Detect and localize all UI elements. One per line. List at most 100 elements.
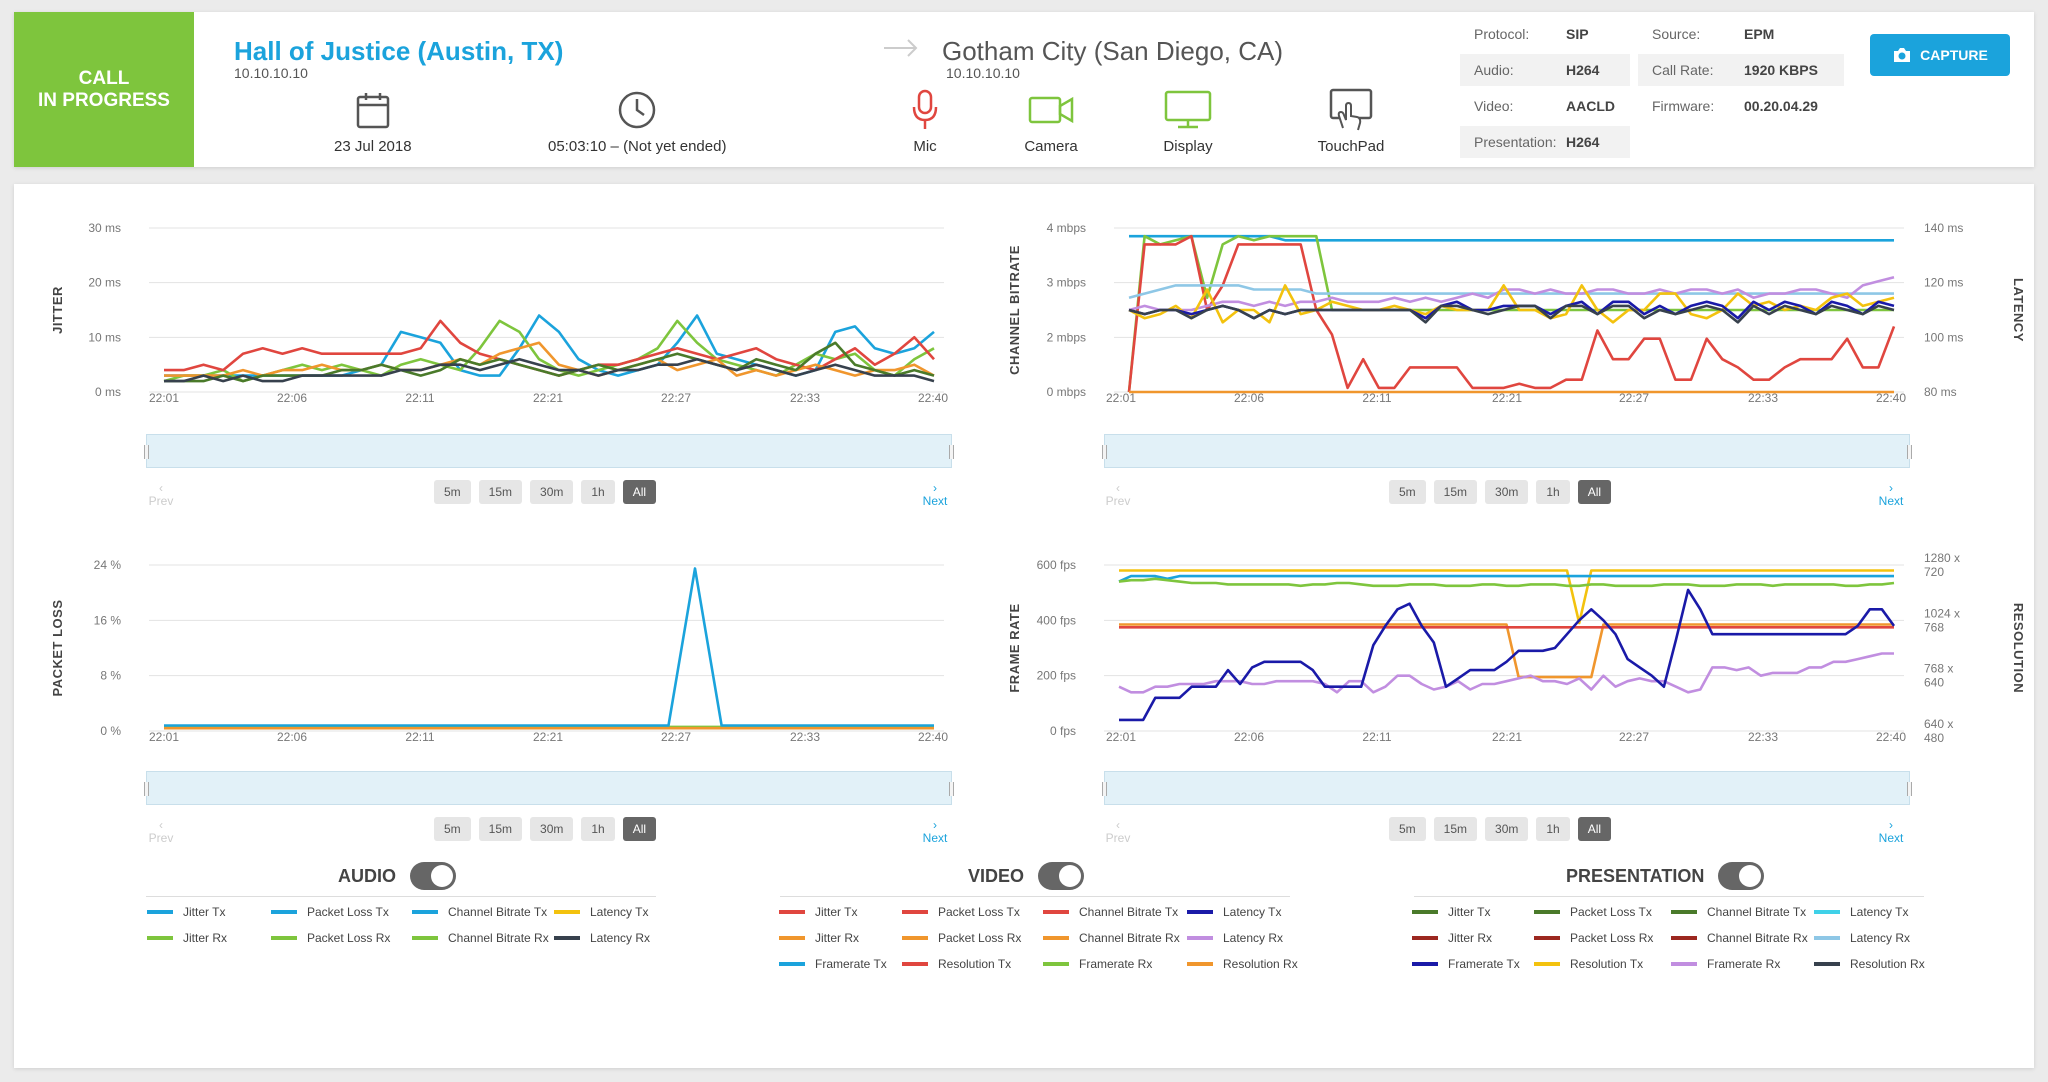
legend-label: Jitter Tx	[1448, 905, 1491, 919]
navigator-handle-left[interactable]	[1102, 782, 1107, 796]
legend-item[interactable]: Jitter Tx	[779, 905, 857, 919]
legend-item[interactable]: Jitter Rx	[147, 931, 227, 945]
x-tick-label: 22:21	[533, 730, 563, 744]
range-button-15m[interactable]: 15m	[478, 480, 523, 504]
range-button-30m[interactable]: 30m	[530, 480, 574, 504]
legend-item[interactable]: Channel Bitrate Rx	[1671, 931, 1808, 945]
prev-button[interactable]: ‹ Prev	[1105, 818, 1131, 845]
range-button-30m[interactable]: 30m	[1485, 817, 1529, 841]
range-button-5m[interactable]: 5m	[434, 817, 471, 841]
range-navigator[interactable]	[144, 434, 954, 468]
legend-item[interactable]: Packet Loss Rx	[902, 931, 1021, 945]
range-button-All[interactable]: All	[622, 817, 657, 841]
legend-item[interactable]: Packet Loss Tx	[1534, 905, 1652, 919]
legend-item[interactable]: Channel Bitrate Tx	[412, 905, 547, 919]
legend-item[interactable]: Resolution Rx	[1814, 957, 1925, 971]
next-button[interactable]: › Next	[1878, 481, 1904, 508]
legend-item[interactable]: Packet Loss Rx	[1534, 931, 1653, 945]
y2-axis-title: RESOLUTION	[2011, 603, 2026, 693]
next-button[interactable]: › Next	[922, 818, 948, 845]
range-button-15m[interactable]: 15m	[478, 817, 523, 841]
camera-icon	[1028, 96, 1074, 124]
range-button-1h[interactable]: 1h	[1536, 480, 1570, 504]
legend-item[interactable]: Latency Tx	[1814, 905, 1908, 919]
navigator-handle-right[interactable]	[949, 445, 954, 459]
device-display[interactable]: Display	[1143, 88, 1233, 155]
navigator-handle-left[interactable]	[144, 782, 149, 796]
presentation-toggle[interactable]	[1718, 862, 1765, 890]
range-button-All[interactable]: All	[1577, 480, 1612, 504]
range-button-1h[interactable]: 1h	[581, 817, 615, 841]
legend-item[interactable]: Framerate Tx	[1412, 957, 1520, 971]
device-label: Mic	[913, 138, 937, 155]
legend-item[interactable]: Resolution Tx	[902, 957, 1011, 971]
legend-item[interactable]: Jitter Rx	[1412, 931, 1492, 945]
info-value: SIP	[1566, 26, 1589, 42]
call-status-badge: CALL IN PROGRESS	[14, 12, 194, 167]
range-button-1h[interactable]: 1h	[581, 480, 615, 504]
y-tick-label: 16 %	[94, 613, 122, 627]
legend-swatch	[1043, 962, 1069, 966]
legend-item[interactable]: Resolution Tx	[1534, 957, 1643, 971]
legend-item[interactable]: Jitter Tx	[1412, 905, 1490, 919]
legend-item[interactable]: Latency Rx	[1187, 931, 1283, 945]
range-navigator[interactable]	[1102, 771, 1912, 805]
navigator-handle-right[interactable]	[1907, 445, 1912, 459]
y-tick-label: 600 fps	[1037, 558, 1076, 572]
range-button-All[interactable]: All	[622, 480, 657, 504]
range-button-All[interactable]: All	[1577, 817, 1612, 841]
legend-item[interactable]: Jitter Tx	[147, 905, 225, 919]
range-button-15m[interactable]: 15m	[1433, 480, 1478, 504]
range-button-5m[interactable]: 5m	[1389, 480, 1426, 504]
next-button[interactable]: › Next	[1878, 818, 1904, 845]
range-button-1h[interactable]: 1h	[1536, 817, 1570, 841]
range-button-30m[interactable]: 30m	[530, 817, 574, 841]
video-toggle[interactable]	[1038, 862, 1085, 890]
device-camera[interactable]: Camera	[1006, 88, 1096, 155]
series-line	[164, 341, 935, 383]
legend-item[interactable]: Latency Rx	[1814, 931, 1910, 945]
legend-item[interactable]: Packet Loss Tx	[271, 905, 389, 919]
prev-button[interactable]: ‹ Prev	[148, 481, 174, 508]
legend-swatch	[147, 910, 173, 914]
legend-item[interactable]: Latency Rx	[554, 931, 650, 945]
legend-item[interactable]: Framerate Tx	[779, 957, 887, 971]
navigator-handle-right[interactable]	[1907, 782, 1912, 796]
navigator-handle-left[interactable]	[144, 445, 149, 459]
device-touchpad[interactable]: TouchPad	[1306, 88, 1396, 155]
legend-item[interactable]: Packet Loss Rx	[271, 931, 390, 945]
info-call-rate: Call Rate: 1920 KBPS	[1638, 54, 1844, 86]
range-navigator[interactable]	[144, 771, 954, 805]
legend-swatch	[779, 936, 805, 940]
range-button-5m[interactable]: 5m	[1389, 817, 1426, 841]
device-mic[interactable]: Mic	[880, 88, 970, 155]
legend-item[interactable]: Resolution Rx	[1187, 957, 1298, 971]
navigator-handle-right[interactable]	[949, 782, 954, 796]
mic-icon	[912, 89, 938, 129]
prev-button[interactable]: ‹ Prev	[1105, 481, 1131, 508]
legend-item[interactable]: Jitter Rx	[779, 931, 859, 945]
legend-swatch	[271, 936, 297, 940]
legend-item[interactable]: Framerate Rx	[1671, 957, 1780, 971]
y-tick-label: 2 mbps	[1047, 330, 1086, 344]
legend-item[interactable]: Channel Bitrate Rx	[1043, 931, 1180, 945]
range-button-5m[interactable]: 5m	[434, 480, 471, 504]
legend-item[interactable]: Framerate Rx	[1043, 957, 1152, 971]
navigator-handle-left[interactable]	[1102, 445, 1107, 459]
capture-button[interactable]: CAPTURE	[1870, 34, 2010, 76]
next-button[interactable]: › Next	[922, 481, 948, 508]
prev-button[interactable]: ‹ Prev	[148, 818, 174, 845]
range-button-30m[interactable]: 30m	[1485, 480, 1529, 504]
legend-item[interactable]: Latency Tx	[1187, 905, 1281, 919]
audio-toggle[interactable]	[410, 862, 456, 890]
legend-item[interactable]: Packet Loss Tx	[902, 905, 1020, 919]
range-button-15m[interactable]: 15m	[1433, 817, 1478, 841]
range-navigator[interactable]	[1102, 434, 1912, 468]
legend-item[interactable]: Channel Bitrate Tx	[1043, 905, 1178, 919]
legend-item[interactable]: Channel Bitrate Tx	[1671, 905, 1806, 919]
series-line	[1119, 623, 1894, 679]
legend-item[interactable]: Channel Bitrate Rx	[412, 931, 549, 945]
x-tick-label: 22:21	[1492, 730, 1522, 744]
status-line-1: CALL	[78, 67, 130, 89]
legend-item[interactable]: Latency Tx	[554, 905, 648, 919]
